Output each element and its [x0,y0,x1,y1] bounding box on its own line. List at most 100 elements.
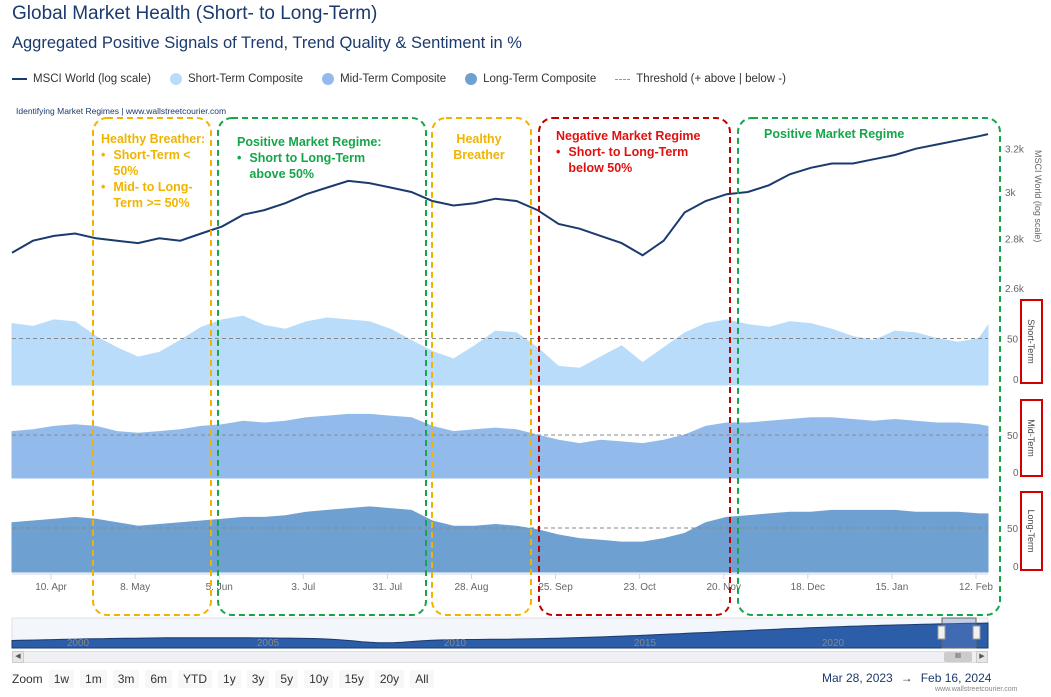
pane-axis-tick: 0 [1013,468,1019,479]
zoom-10y-button[interactable]: 10y [304,670,334,688]
x-tick-label: 28. Aug [455,582,489,593]
zoom-3y-button[interactable]: 3y [246,670,270,688]
navigator-handle-left [937,625,946,640]
x-tick-label: 3. Jul [291,582,315,593]
zoom-20y-button[interactable]: 20y [374,670,405,688]
x-tick-label: 18. Dec [791,582,825,593]
pane-label-box [1020,491,1043,571]
legend-item-msci[interactable]: MSCI World (log scale) [12,73,151,85]
x-tick-label: 25. Sep [538,582,573,593]
navigator-handle-right [972,625,981,640]
navigator-year-label: 2015 [634,638,657,649]
zoom-label: Zoom [12,672,43,686]
navigator-year-label: 2000 [67,638,90,649]
date-range: Mar 28, 2023 → Feb 16, 2024 [822,671,991,685]
msci-axis-tick: 2.6k [1005,284,1025,295]
annotation-bullet-text: Short- to Long-Term below 50% [568,145,689,175]
annotation-title: Negative Market Regime [556,129,701,143]
pane-axis-tick: 0 [1013,562,1019,573]
annotation-negative: Negative Market Regime • Short- to Long-T… [556,128,726,176]
annotation-bullet: • Short-Term < 50% [101,147,211,179]
scroll-right-icon[interactable]: ▶ [976,651,988,663]
annotation-breather-1: Healthy Breather: • Short-Term < 50% • Mid… [101,131,211,211]
scroll-left-icon[interactable]: ◀ [12,651,24,663]
zoom-all-button[interactable]: All [410,670,434,688]
scrollbar-thumb[interactable]: III [944,652,972,662]
zoom-1m-button[interactable]: 1m [80,670,107,688]
annotation-title: Healthy Breather [453,132,505,162]
navigator-year-label: 2020 [822,638,845,649]
annotation-bullet-text: Mid- to Long-Term >= 50% [113,180,193,210]
navigator-year-label: 2005 [257,638,280,649]
long-term-compositearea [11,506,989,573]
annotation-positive-2: Positive Market Regime [764,126,964,142]
breather-box-2 [431,117,532,616]
annotation-bullet: • Short to Long-Term above 50% [237,150,407,182]
zoom-ytd-button[interactable]: YTD [178,670,213,688]
annotation-positive-1: Positive Market Regime: • Short to Long-T… [237,134,407,182]
legend-dash-icon [615,78,631,80]
msci-axis-tick: 3k [1005,188,1017,199]
annotation-bullet-text: Short to Long-Term above 50% [249,151,366,181]
zoom-3m-button[interactable]: 3m [112,670,140,688]
navigator-scrollbar[interactable] [12,651,988,663]
x-tick-label: 23. Oct [624,582,656,593]
zoom-1w-button[interactable]: 1w [48,670,75,688]
chart-title: Global Market Health (Short- to Long-Ter… [12,3,378,24]
annotation-bullet-text: Short-Term < 50% [113,148,191,178]
mid-term-compositearea [11,413,989,479]
legend-label: Mid-Term Composite [340,73,447,85]
x-tick-label: 15. Jan [875,582,908,593]
msci-world-line [11,133,989,257]
x-tick-label: 20. Nov [706,582,740,593]
annotation-title: Positive Market Regime [764,127,905,141]
pane-axis-tick: 50 [1007,335,1019,346]
legend-item-short[interactable]: Short-Term Composite [170,73,303,85]
legend-dot-icon [322,73,335,85]
range-to-input[interactable]: Feb 16, 2024 [920,671,992,685]
legend-label: Short-Term Composite [188,73,304,85]
zoom-1y-button[interactable]: 1y [218,670,241,688]
legend-dot-icon [465,73,478,85]
x-tick-label: 31. Jul [373,582,402,593]
navigator-series [11,622,989,649]
msci-axis-tick: 3.2k [1005,145,1025,156]
negative-regime-box [538,117,731,616]
legend-item-mid[interactable]: Mid-Term Composite [322,73,446,85]
legend-dot-icon [170,73,183,85]
legend-label: Threshold (+ above | below -) [636,73,786,85]
annotation-title: Positive Market Regime: [237,135,382,149]
arrow-right-icon: → [900,671,913,685]
legend-item-long[interactable]: Long-Term Composite [465,73,596,85]
zoom-6m-button[interactable]: 6m [145,670,173,688]
pane-axis-label: Short-Term [1026,319,1036,364]
breather-box-1 [92,117,212,616]
navigator-selection [941,617,977,649]
legend: MSCI World (log scale) Short-Term Compos… [12,73,805,85]
legend-item-threshold[interactable]: Threshold (+ above | below -) [615,73,786,85]
pane-label-box [1020,299,1043,384]
zoom-bar: Zoom 1w 1m 3m 6m YTD 1y 3y 5y 10y 15y 20… [12,670,440,688]
pane-axis-tick: 50 [1007,524,1019,535]
short-term-compositearea [11,315,989,386]
range-from-input[interactable]: Mar 28, 2023 [822,671,893,685]
pane-axis-tick: 0 [1013,375,1019,386]
pane-axis-label: Long-Term [1026,509,1036,552]
positive-regime-box-1 [217,117,427,616]
footer-credit: www.wallstreetcourier.com [935,686,1018,693]
pane-label-box [1020,399,1043,477]
zoom-5y-button[interactable]: 5y [275,670,299,688]
x-tick-label: 12. Feb [959,582,993,593]
annotation-bullet: • Mid- to Long-Term >= 50% [101,179,211,211]
legend-line-icon [12,78,27,80]
x-tick-label: 5. Jun [206,582,233,593]
positive-regime-box-2 [737,117,1001,616]
msci-axis-label: MSCI World (log scale) [1033,150,1043,242]
zoom-15y-button[interactable]: 15y [339,670,369,688]
x-tick-label: 10. Apr [35,582,67,593]
navigator-year-label: 2010 [444,638,467,649]
legend-label: Long-Term Composite [483,73,597,85]
x-tick-label: 8. May [120,582,150,593]
annotation-breather-2: Healthy Breather [440,131,518,163]
